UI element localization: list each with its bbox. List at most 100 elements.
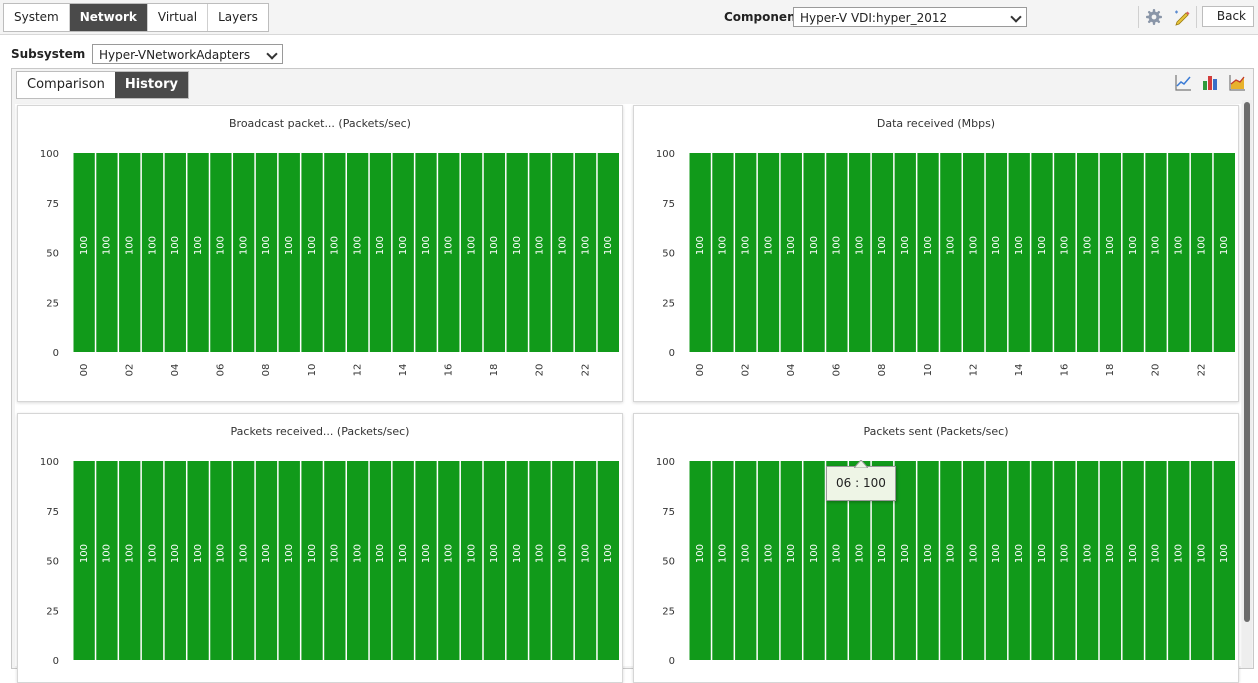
bar[interactable] <box>1213 461 1235 660</box>
bar[interactable] <box>301 153 323 352</box>
bar[interactable] <box>255 153 278 352</box>
bar[interactable] <box>164 153 186 352</box>
bar[interactable] <box>119 461 141 660</box>
bar[interactable] <box>849 461 871 660</box>
bar[interactable] <box>119 153 141 352</box>
bar[interactable] <box>278 461 300 660</box>
tab-comparison[interactable]: Comparison <box>27 77 105 92</box>
bar[interactable] <box>985 153 1008 352</box>
bar[interactable] <box>757 153 780 352</box>
bar[interactable] <box>597 461 619 660</box>
bar[interactable] <box>871 153 894 352</box>
bar[interactable] <box>917 153 939 352</box>
tab-layers[interactable]: Layers <box>218 10 258 24</box>
bar[interactable] <box>187 153 209 352</box>
scrollbar-thumb[interactable] <box>1244 102 1250 622</box>
bar[interactable] <box>780 461 802 660</box>
bar[interactable] <box>324 461 346 660</box>
bar[interactable] <box>1145 461 1167 660</box>
bar[interactable] <box>689 461 711 660</box>
bar[interactable] <box>233 153 255 352</box>
line-chart-icon[interactable] <box>1174 73 1193 92</box>
bar[interactable] <box>233 461 255 660</box>
bar[interactable] <box>597 153 619 352</box>
bar[interactable] <box>210 461 232 660</box>
bar[interactable] <box>735 153 757 352</box>
bar[interactable] <box>803 461 825 660</box>
bar[interactable] <box>483 153 506 352</box>
bar[interactable] <box>96 153 118 352</box>
bar[interactable] <box>301 461 323 660</box>
bar[interactable] <box>415 461 437 660</box>
bar[interactable] <box>985 461 1008 660</box>
component-select[interactable]: Hyper-V VDI:hyper_2012 <box>793 7 1027 27</box>
bar[interactable] <box>460 153 483 352</box>
bar[interactable] <box>1076 461 1099 660</box>
bar[interactable] <box>1031 153 1053 352</box>
bar[interactable] <box>1008 461 1030 660</box>
bar[interactable] <box>894 461 916 660</box>
bar[interactable] <box>1099 461 1122 660</box>
bar[interactable] <box>1008 153 1030 352</box>
bar[interactable] <box>347 461 369 660</box>
bar[interactable] <box>574 153 597 352</box>
pencil-icon[interactable] <box>1173 8 1191 26</box>
bar[interactable] <box>210 153 232 352</box>
bar[interactable] <box>1168 461 1190 660</box>
bar[interactable] <box>552 153 574 352</box>
bar[interactable] <box>438 461 460 660</box>
bar[interactable] <box>757 461 780 660</box>
bar[interactable] <box>1213 153 1235 352</box>
area-chart-icon[interactable] <box>1228 73 1247 92</box>
bar[interactable] <box>1122 153 1144 352</box>
bar[interactable] <box>963 153 985 352</box>
bar[interactable] <box>1190 461 1213 660</box>
bar[interactable] <box>574 461 597 660</box>
bar[interactable] <box>780 153 802 352</box>
bar[interactable] <box>255 461 278 660</box>
bar-chart-icon[interactable] <box>1201 73 1220 92</box>
bar[interactable] <box>483 461 506 660</box>
bar[interactable] <box>940 461 962 660</box>
bar[interactable] <box>369 461 392 660</box>
tab-history[interactable]: History <box>114 72 188 98</box>
bar[interactable] <box>392 153 414 352</box>
bar[interactable] <box>1054 461 1076 660</box>
bar[interactable] <box>1122 461 1144 660</box>
bar[interactable] <box>324 153 346 352</box>
subsystem-select[interactable]: Hyper-VNetworkAdapters <box>92 44 283 64</box>
bar[interactable] <box>1099 153 1122 352</box>
bar[interactable] <box>963 461 985 660</box>
bar[interactable] <box>712 153 734 352</box>
bar[interactable] <box>506 153 528 352</box>
bar[interactable] <box>141 461 164 660</box>
bar[interactable] <box>369 153 392 352</box>
bar[interactable] <box>826 461 848 660</box>
bar[interactable] <box>552 461 574 660</box>
tab-virtual[interactable]: Virtual <box>148 4 209 31</box>
bar[interactable] <box>96 461 118 660</box>
bar[interactable] <box>803 153 825 352</box>
back-button[interactable]: Back <box>1202 6 1254 27</box>
bar[interactable] <box>392 461 414 660</box>
tab-network[interactable]: Network <box>69 4 148 31</box>
bar[interactable] <box>415 153 437 352</box>
bar[interactable] <box>1168 153 1190 352</box>
bar[interactable] <box>894 153 916 352</box>
bar[interactable] <box>1145 153 1167 352</box>
bar[interactable] <box>1031 461 1053 660</box>
bar[interactable] <box>1076 153 1099 352</box>
bar[interactable] <box>438 153 460 352</box>
bar[interactable] <box>278 153 300 352</box>
bar[interactable] <box>826 153 848 352</box>
bar[interactable] <box>506 461 528 660</box>
bar[interactable] <box>917 461 939 660</box>
bar[interactable] <box>460 461 483 660</box>
bar[interactable] <box>529 461 551 660</box>
bar[interactable] <box>141 153 164 352</box>
bar[interactable] <box>1054 153 1076 352</box>
bar[interactable] <box>529 153 551 352</box>
gear-icon[interactable] <box>1145 8 1163 26</box>
bar[interactable] <box>164 461 186 660</box>
bar[interactable] <box>73 153 95 352</box>
